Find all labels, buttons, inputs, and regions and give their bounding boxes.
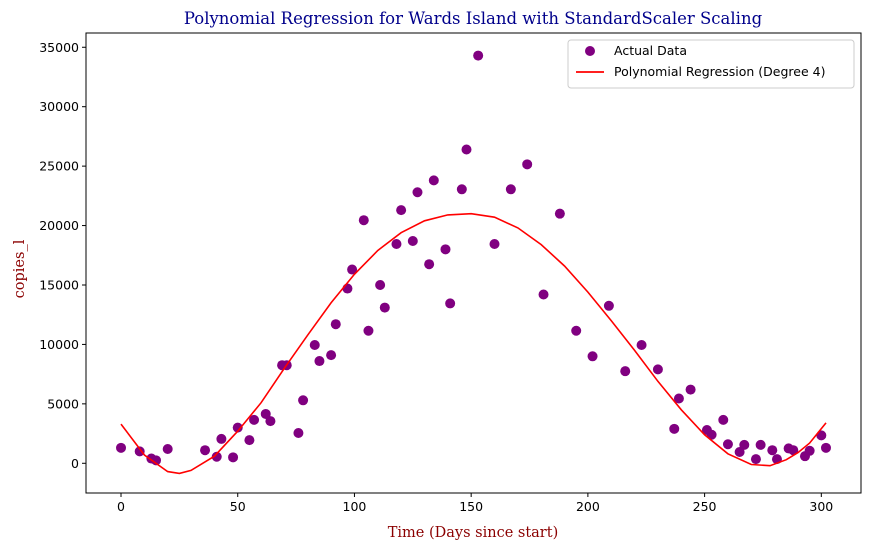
regression-line xyxy=(120,212,827,475)
data-point xyxy=(314,356,325,367)
data-point xyxy=(232,422,243,433)
data-point xyxy=(375,279,386,290)
x-tick-label: 50 xyxy=(230,499,246,514)
data-point xyxy=(718,414,729,425)
data-point xyxy=(489,238,500,249)
data-point xyxy=(298,395,309,406)
data-point xyxy=(216,433,227,444)
chart-title: Polynomial Regression for Wards Island w… xyxy=(184,9,763,28)
data-point xyxy=(669,423,680,434)
data-point xyxy=(571,325,582,336)
data-point xyxy=(706,429,717,440)
legend-label-actual-data: Actual Data xyxy=(614,43,687,58)
data-point xyxy=(293,427,304,438)
data-point xyxy=(228,452,239,463)
legend-label-polynomial-regression: Polynomial Regression (Degree 4) xyxy=(614,64,825,79)
data-point xyxy=(358,215,369,226)
axes: 0 50 100 150 200 250 300 0 5000 10000 15000 20000 25… xyxy=(39,32,862,514)
data-point xyxy=(673,393,684,404)
data-point xyxy=(134,446,145,457)
data-point xyxy=(636,340,647,351)
data-point xyxy=(342,283,353,294)
data-point xyxy=(620,366,631,377)
data-point xyxy=(788,445,799,456)
data-point xyxy=(820,442,831,453)
data-point xyxy=(734,446,745,457)
data-point xyxy=(151,455,162,466)
data-point xyxy=(767,445,778,456)
data-point xyxy=(363,325,374,336)
data-point xyxy=(396,205,407,216)
data-point xyxy=(424,259,435,270)
y-tick-label: 20000 xyxy=(39,218,79,233)
legend-frame xyxy=(567,39,855,89)
data-point xyxy=(461,144,472,155)
data-point xyxy=(722,439,733,450)
x-tick-label: 300 xyxy=(809,499,833,514)
legend-marker-actual-data xyxy=(585,46,595,56)
x-tick-label: 0 xyxy=(117,499,125,514)
data-point xyxy=(804,445,815,456)
data-point xyxy=(309,340,320,351)
axes-frame xyxy=(85,32,862,494)
x-tick-label: 200 xyxy=(576,499,600,514)
data-point xyxy=(116,442,127,453)
data-point xyxy=(428,175,439,186)
x-tick-label: 150 xyxy=(459,499,483,514)
x-tick-label: 100 xyxy=(343,499,367,514)
data-point xyxy=(260,408,271,419)
y-tick-label: 15000 xyxy=(39,277,79,292)
data-point xyxy=(445,298,456,309)
legend: Actual Data Polynomial Regression (Degre… xyxy=(567,39,855,89)
data-point xyxy=(587,351,598,362)
data-point xyxy=(330,319,341,330)
x-axis-label: Time (Days since start) xyxy=(388,525,558,541)
data-point xyxy=(750,454,761,465)
data-point xyxy=(685,384,696,395)
data-point xyxy=(326,350,337,361)
data-point xyxy=(554,208,565,219)
data-point xyxy=(265,416,276,427)
data-point xyxy=(652,364,663,375)
y-tick-label: 30000 xyxy=(39,99,79,114)
data-point xyxy=(739,439,750,450)
data-point xyxy=(440,244,451,255)
y-tick-label: 0 xyxy=(71,456,79,471)
data-point xyxy=(538,289,549,300)
data-point xyxy=(211,451,222,462)
data-point xyxy=(244,435,255,446)
y-tick-label: 10000 xyxy=(39,337,79,352)
data-point xyxy=(200,445,211,456)
data-point xyxy=(755,439,766,450)
x-tick-label: 250 xyxy=(693,499,717,514)
y-axis-label: copies_l xyxy=(12,239,28,298)
data-point xyxy=(456,184,467,195)
y-tick-label: 25000 xyxy=(39,159,79,174)
data-point xyxy=(412,187,423,198)
data-point xyxy=(379,302,390,313)
data-point xyxy=(391,238,402,249)
plot-area xyxy=(116,50,831,475)
y-tick-label: 5000 xyxy=(47,396,79,411)
data-point xyxy=(603,300,614,311)
data-point xyxy=(162,444,173,455)
data-point xyxy=(407,236,418,247)
data-point xyxy=(347,264,358,275)
y-tick-label: 35000 xyxy=(39,40,79,55)
data-point xyxy=(505,184,516,195)
data-point xyxy=(473,50,484,61)
data-point xyxy=(249,414,260,425)
data-point xyxy=(522,159,533,170)
